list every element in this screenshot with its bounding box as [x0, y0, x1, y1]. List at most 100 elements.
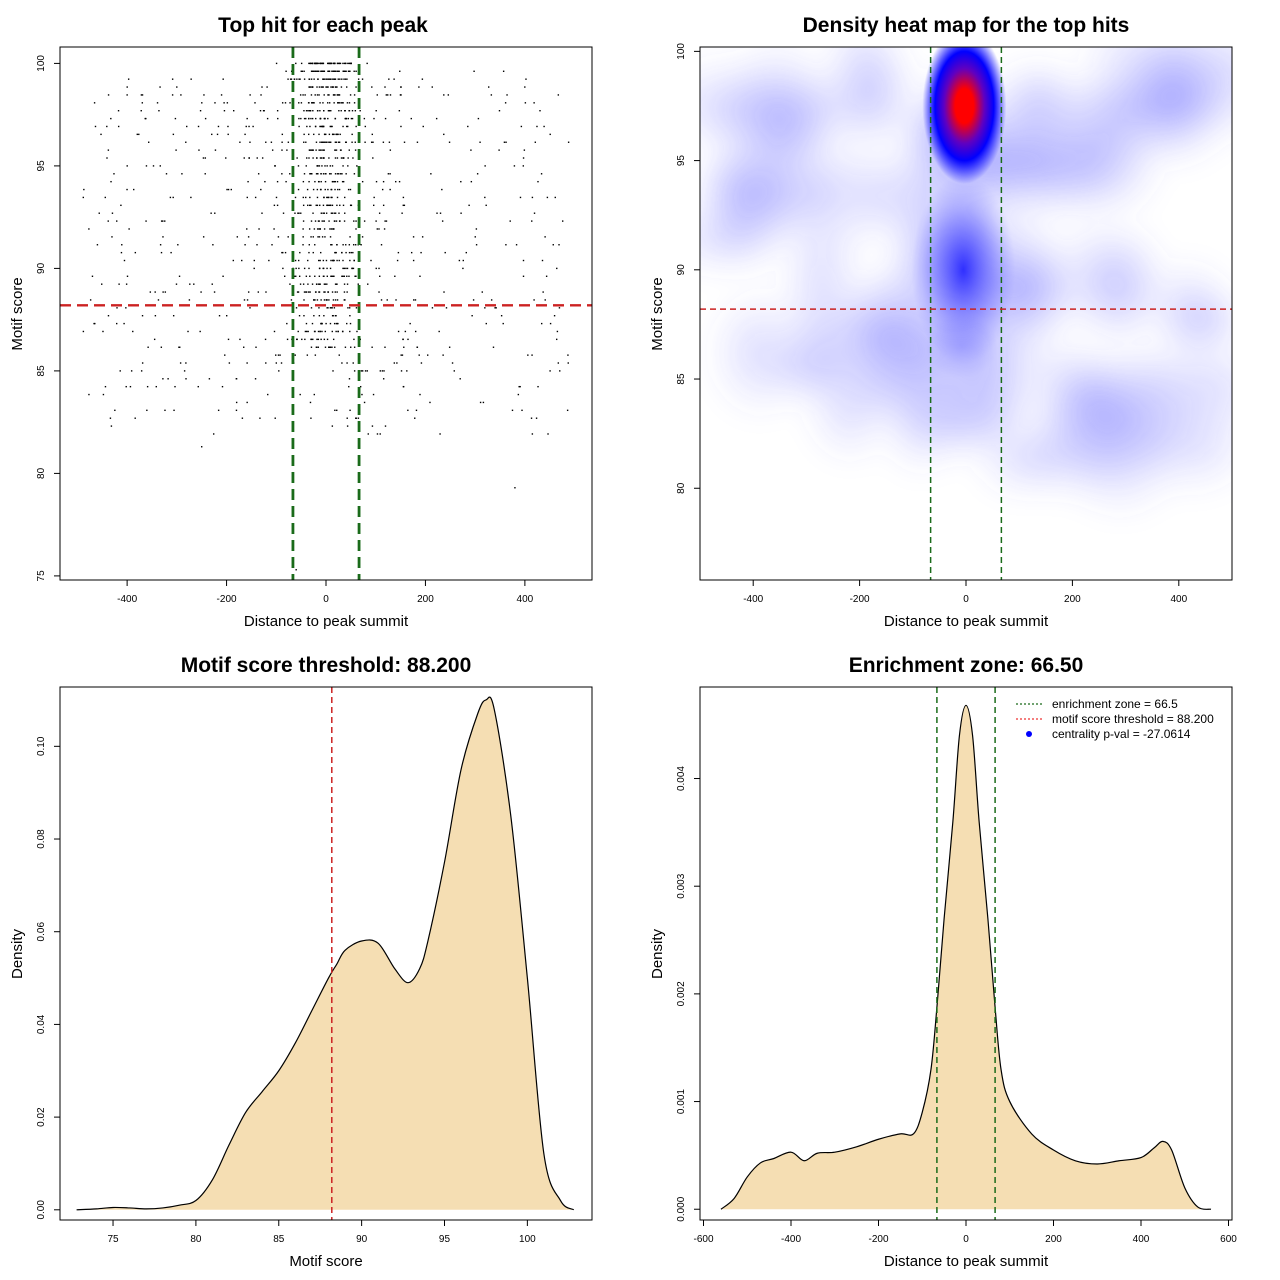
- scatter-point: [334, 141, 337, 143]
- scatter-point: [359, 110, 361, 112]
- scatter-point: [418, 86, 420, 88]
- scatter-point: [378, 267, 380, 270]
- scatter-point: [328, 204, 331, 207]
- scatter-point: [309, 196, 311, 199]
- scatter-point: [336, 86, 338, 88]
- scatter-point: [530, 417, 533, 419]
- scatter-point: [313, 70, 315, 72]
- scatter-point: [247, 236, 250, 238]
- scatter-point: [335, 330, 337, 333]
- scatter-point: [332, 86, 334, 88]
- scatter-point: [226, 188, 228, 191]
- scatter-point: [522, 157, 525, 159]
- scatter-point: [305, 141, 307, 143]
- scatter-point: [313, 133, 315, 136]
- scatter-point: [339, 78, 341, 80]
- scatter-point: [357, 78, 360, 80]
- scatter-point: [332, 338, 335, 341]
- scatter-point: [172, 315, 175, 317]
- scatter-point: [323, 338, 326, 341]
- scatter-point: [400, 125, 402, 128]
- scatter-reference-lines: [60, 47, 592, 580]
- scatter-point: [488, 86, 490, 88]
- scatter-point: [300, 70, 302, 72]
- scatter-point: [360, 244, 362, 246]
- y-tick-label: 0.004: [676, 766, 687, 791]
- scatter-point: [217, 125, 220, 128]
- scatter-point: [289, 173, 291, 175]
- scatter-point: [110, 180, 112, 183]
- scatter-point: [355, 86, 357, 88]
- scatter-point: [146, 409, 148, 412]
- scatter-point: [419, 393, 421, 396]
- scatter-point: [185, 362, 187, 364]
- scatter-point: [327, 70, 329, 72]
- scatter-point: [345, 117, 347, 120]
- scatter-point: [313, 228, 316, 230]
- x-tick-label: -200: [850, 594, 870, 605]
- scatter-point: [134, 251, 137, 254]
- scatter-point: [175, 149, 177, 151]
- heatmap-plume: [911, 174, 1016, 365]
- scatter-point: [300, 212, 302, 214]
- scatter-point: [429, 401, 431, 404]
- scatter-point: [300, 117, 302, 120]
- scatter-point: [319, 149, 321, 151]
- scatter-point: [330, 275, 332, 277]
- scatter-point: [286, 338, 289, 341]
- scatter-point: [348, 102, 351, 104]
- scatter-title: Top hit for each peak: [218, 14, 428, 37]
- density-fill: [721, 705, 1211, 1210]
- scatter-point: [317, 338, 320, 341]
- scatter-point: [459, 378, 461, 380]
- scatter-point: [298, 102, 300, 104]
- scatter-point: [254, 378, 257, 380]
- scatter-point: [462, 259, 464, 262]
- scatter-point: [339, 133, 341, 136]
- scatter-point: [353, 70, 355, 72]
- scatter-point: [340, 86, 343, 88]
- scatter-point: [328, 196, 330, 199]
- scatter-point: [384, 117, 387, 120]
- scatter-point: [333, 70, 335, 72]
- scatter-point: [319, 283, 321, 285]
- scatter-point: [239, 338, 241, 341]
- scatter-point: [505, 244, 507, 246]
- scatter-point: [431, 86, 433, 88]
- scatter-point: [111, 212, 114, 214]
- scatter-point: [352, 244, 355, 246]
- scatter-point: [308, 133, 310, 136]
- scatter-point: [504, 102, 507, 104]
- scatter-point: [319, 259, 321, 262]
- scatter-point: [346, 78, 348, 80]
- scatter-point: [220, 94, 223, 96]
- scatter-point: [322, 157, 325, 159]
- scatter-point: [300, 62, 303, 65]
- scatter-point: [541, 259, 544, 262]
- scatter-point: [371, 133, 373, 136]
- scatter-point: [313, 102, 315, 104]
- scatter-point: [342, 244, 344, 246]
- scatter-point: [340, 110, 342, 112]
- scatter-point: [200, 291, 202, 293]
- scatter-point: [348, 149, 350, 151]
- density-curve: [76, 696, 575, 1211]
- scatter-point: [303, 267, 306, 270]
- heatmap-reference-lines: [700, 47, 1232, 580]
- scatter-point: [308, 244, 310, 246]
- scatter-point: [556, 267, 558, 270]
- scatter-point: [102, 330, 104, 333]
- scatter-point: [384, 86, 386, 88]
- scatter-point: [307, 259, 309, 262]
- x-tick-label: -400: [117, 594, 137, 605]
- scatter-point: [321, 330, 323, 333]
- scatter-point: [301, 338, 303, 341]
- scatter-point: [343, 275, 346, 277]
- scatter-point: [324, 78, 326, 80]
- scatter-point: [540, 322, 543, 325]
- scatter-point: [330, 173, 332, 175]
- scatter-point: [348, 251, 351, 254]
- scatter-point: [284, 251, 287, 254]
- scatter-point: [523, 149, 526, 151]
- scatter-point: [511, 409, 514, 412]
